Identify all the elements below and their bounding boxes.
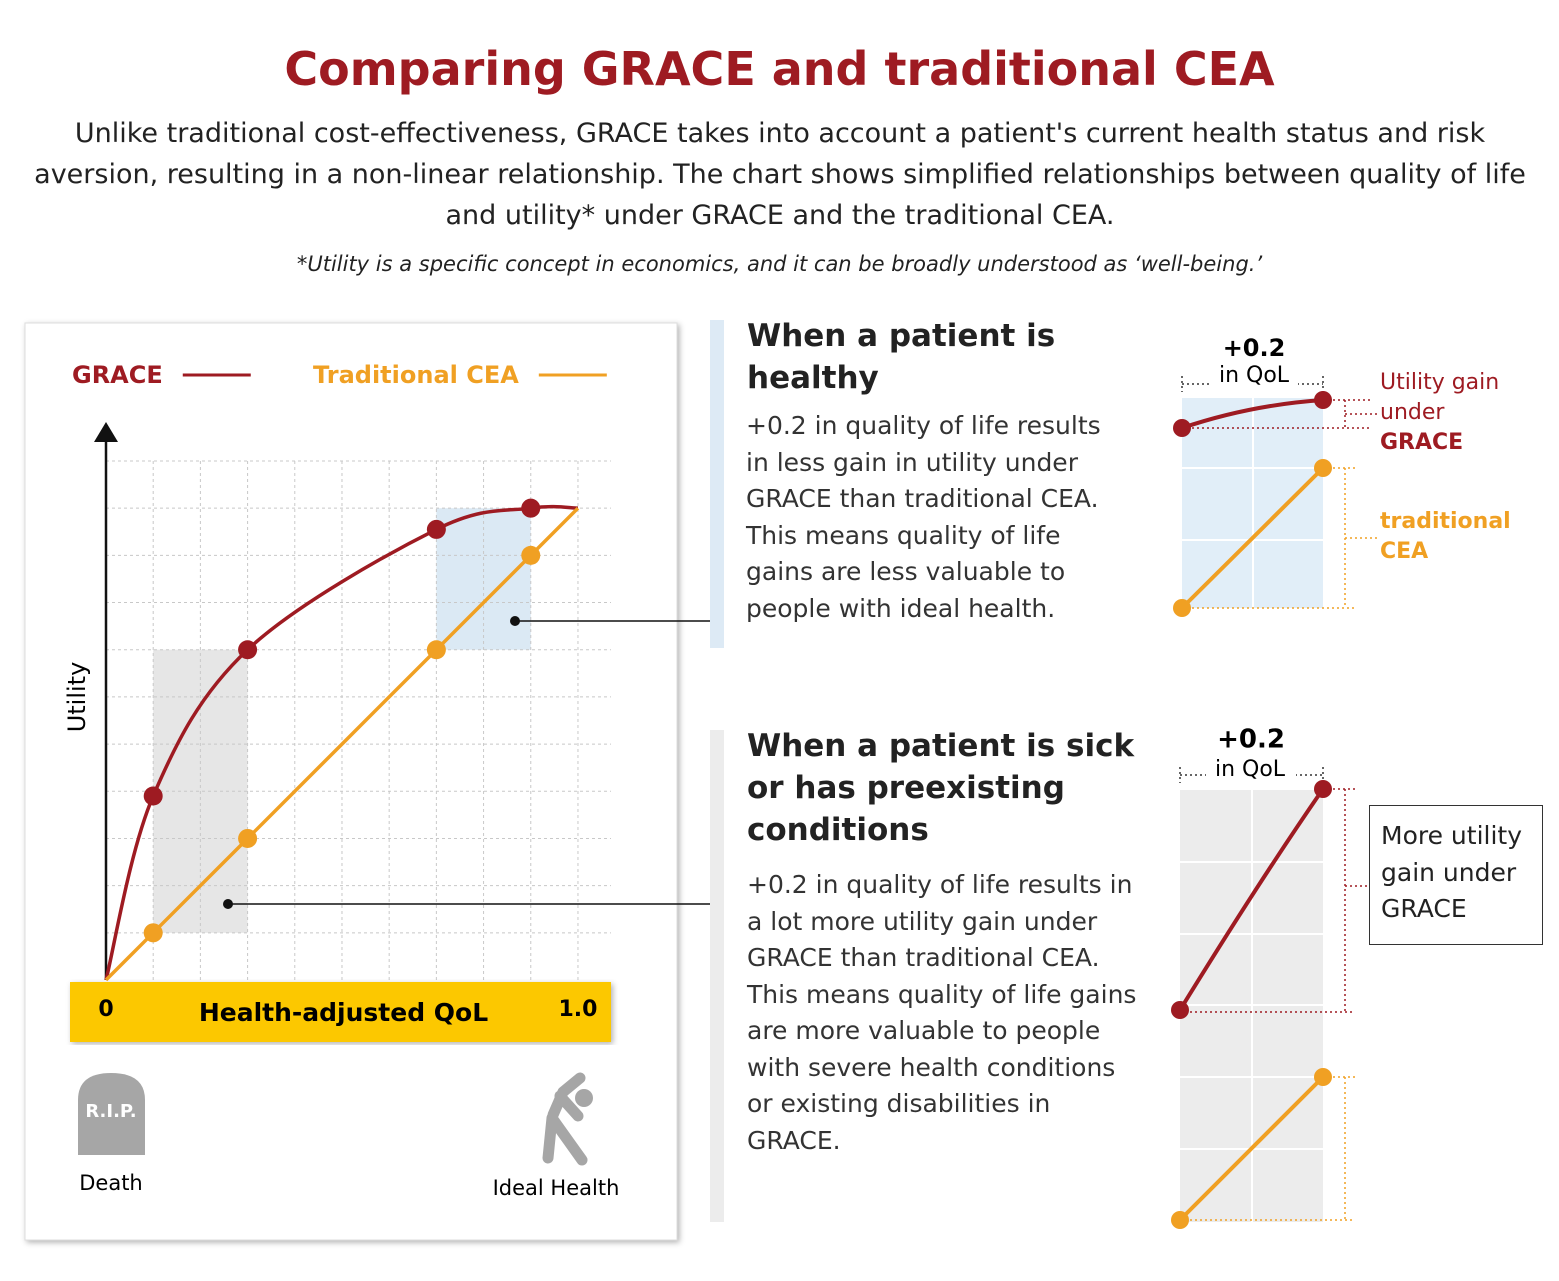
tombstone-text: R.I.P.: [85, 1101, 136, 1122]
death-label: Death: [79, 1171, 143, 1195]
legend-label: GRACE: [72, 361, 163, 389]
series-point: [521, 498, 541, 518]
y-axis-arrow: [94, 422, 118, 442]
label-bg: [1210, 362, 1298, 388]
footnote: *Utility is a specific concept in econom…: [296, 252, 1263, 276]
highlight: [436, 508, 531, 650]
qol-unit: in QoL: [1219, 363, 1290, 388]
mini-diagram: [1173, 376, 1378, 617]
y-axis-label: Utility: [63, 662, 91, 733]
plot: 0 1.0 Health-adjusted QoL Utility GRACE Tradi…: [63, 361, 611, 1042]
ideal-label: Ideal Health: [493, 1176, 620, 1200]
cea-note: traditional CEA: [1380, 509, 1511, 564]
series-point: [143, 786, 163, 806]
x-tick-label: 1.0: [558, 997, 597, 1022]
series-point: [426, 519, 446, 539]
series-point: [521, 545, 541, 565]
title: Comparing GRACE and traditional CEA: [284, 42, 1275, 96]
grace-note-text: Utility gain under: [1380, 370, 1500, 425]
subtitle: Unlike traditional cost-effectiveness, G…: [34, 118, 1526, 231]
x-axis-band: [70, 982, 611, 1042]
stretch-head: [575, 1089, 593, 1107]
note-box: More utility gain under GRACE: [1369, 805, 1543, 945]
x-axis-label: Health-adjusted QoL: [199, 998, 488, 1027]
x-tick-label: 0: [98, 997, 113, 1022]
legend-label: Traditional CEA: [313, 361, 519, 389]
qol-unit: in QoL: [1215, 757, 1286, 782]
panel-bar: [710, 320, 724, 648]
panel-body: +0.2 in quality of life results in a lot…: [747, 870, 1137, 1155]
tombstone-icon: [78, 1073, 145, 1155]
series-point: [426, 640, 446, 660]
panel-heading: When a patient is sick or has preexistin…: [747, 728, 1135, 848]
grace-note: Utility gain under GRACE: [1380, 368, 1520, 458]
series-point: [238, 640, 258, 660]
panel-bar: [710, 730, 724, 1222]
label-bg: [1206, 756, 1296, 784]
grace-note-name: GRACE: [1380, 430, 1464, 455]
panel-body: +0.2 in quality of life results in less …: [746, 411, 1101, 623]
qol-change: +0.2: [1223, 334, 1286, 362]
series-point: [238, 828, 258, 848]
panel-heading: When a patient is healthy: [747, 318, 1056, 396]
stretch-icon: [542, 1072, 588, 1166]
qol-change: +0.2: [1217, 725, 1285, 755]
mini-diagram: [1171, 767, 1369, 1229]
series-point: [143, 923, 163, 943]
